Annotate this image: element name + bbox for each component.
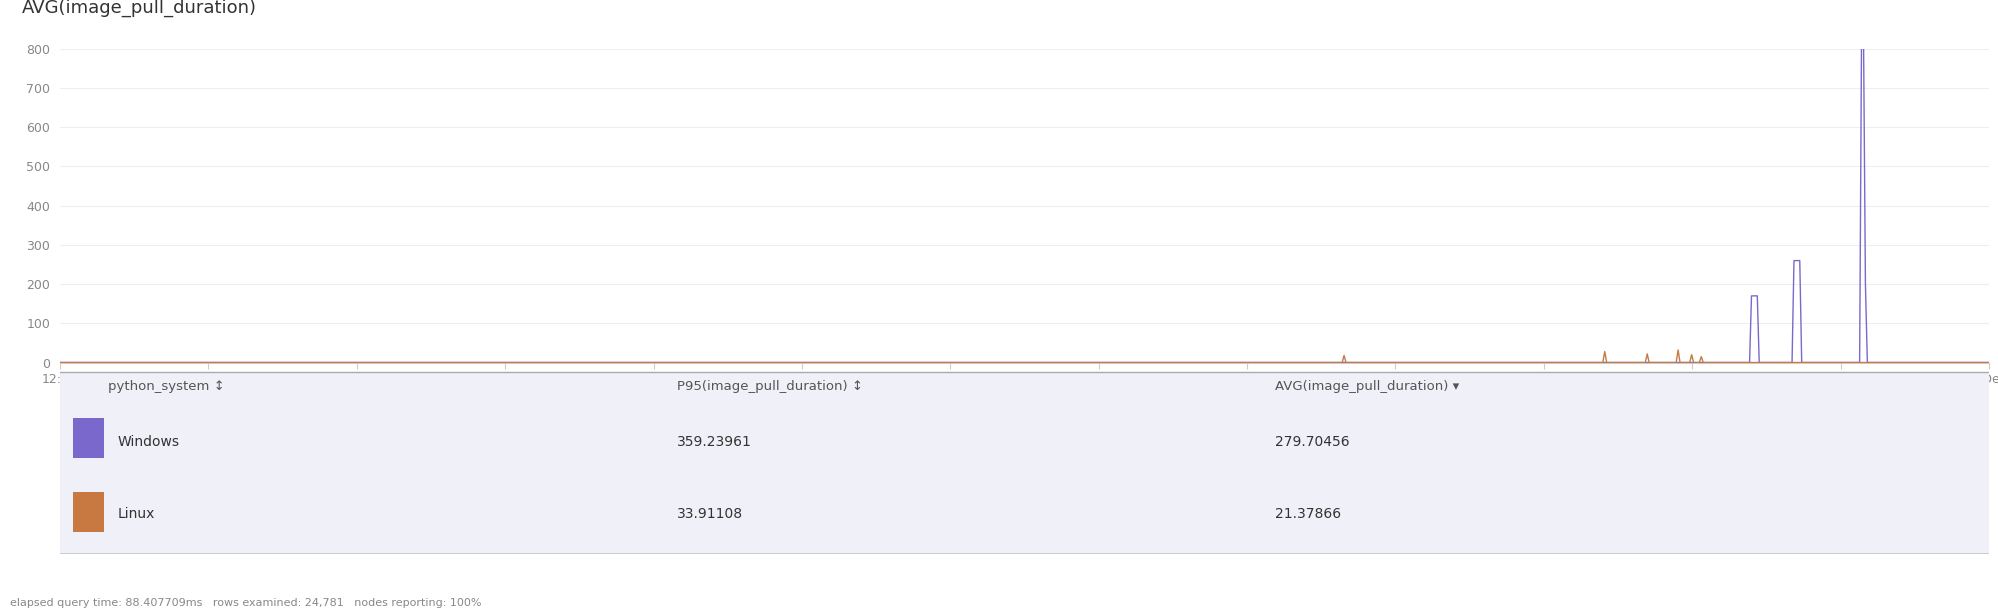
FancyBboxPatch shape: [74, 492, 104, 532]
Text: Linux: Linux: [118, 507, 156, 521]
Text: elapsed query time: 88.407709ms   rows examined: 24,781   nodes reporting: 100%: elapsed query time: 88.407709ms rows exa…: [10, 598, 482, 608]
Text: 33.91108: 33.91108: [677, 507, 743, 521]
Text: AVG(image_pull_duration) ▾: AVG(image_pull_duration) ▾: [1275, 380, 1459, 393]
Text: 359.23961: 359.23961: [677, 436, 751, 449]
Text: P95(image_pull_duration) ↕: P95(image_pull_duration) ↕: [677, 380, 863, 393]
FancyBboxPatch shape: [74, 419, 104, 458]
Text: Windows: Windows: [118, 436, 180, 449]
Text: python_system ↕: python_system ↕: [108, 380, 226, 393]
Text: 279.70456: 279.70456: [1275, 436, 1349, 449]
Text: 21.37866: 21.37866: [1275, 507, 1341, 521]
Text: AVG(image_pull_duration): AVG(image_pull_duration): [22, 0, 256, 17]
